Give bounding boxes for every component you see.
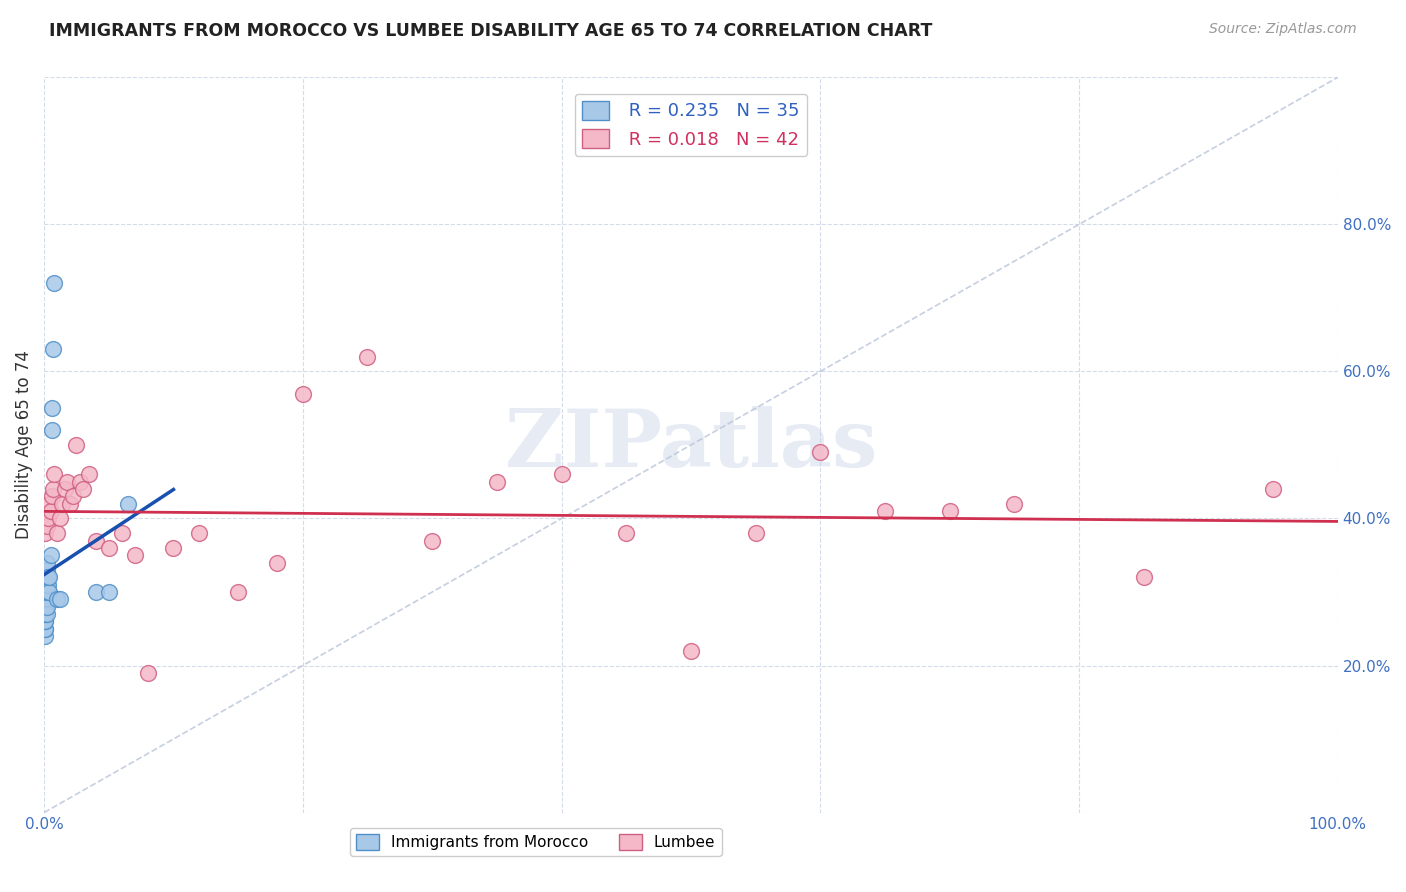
Point xyxy=(34,607,56,621)
Point xyxy=(34,629,56,643)
Point xyxy=(46,526,69,541)
Point xyxy=(808,445,831,459)
Point xyxy=(34,592,56,607)
Point xyxy=(84,585,107,599)
Point xyxy=(48,592,70,607)
Point xyxy=(41,423,63,437)
Point xyxy=(679,644,702,658)
Point xyxy=(35,607,58,621)
Point xyxy=(136,665,159,680)
Point xyxy=(117,497,139,511)
Point xyxy=(34,577,56,591)
Point xyxy=(39,548,62,562)
Point xyxy=(35,599,58,614)
Point xyxy=(34,615,56,629)
Point xyxy=(35,570,58,584)
Point xyxy=(35,556,58,570)
Text: ZIPatlas: ZIPatlas xyxy=(505,406,877,484)
Point xyxy=(48,511,70,525)
Point xyxy=(34,599,56,614)
Point xyxy=(291,386,314,401)
Point xyxy=(34,607,56,621)
Point xyxy=(41,490,63,504)
Text: IMMIGRANTS FROM MOROCCO VS LUMBEE DISABILITY AGE 65 TO 74 CORRELATION CHART: IMMIGRANTS FROM MOROCCO VS LUMBEE DISABI… xyxy=(49,22,932,40)
Point xyxy=(34,585,56,599)
Point xyxy=(69,475,91,489)
Point xyxy=(39,504,62,518)
Point xyxy=(72,482,94,496)
Point xyxy=(97,541,120,555)
Point xyxy=(35,519,58,533)
Point xyxy=(485,475,508,489)
Point xyxy=(34,622,56,636)
Point xyxy=(744,526,766,541)
Point xyxy=(38,497,60,511)
Point xyxy=(124,548,146,562)
Point xyxy=(37,511,59,525)
Point xyxy=(614,526,637,541)
Point xyxy=(42,343,65,357)
Point xyxy=(37,577,59,591)
Point xyxy=(44,277,66,291)
Point xyxy=(41,401,63,416)
Point xyxy=(34,585,56,599)
Y-axis label: Disability Age 65 to 74: Disability Age 65 to 74 xyxy=(15,351,32,540)
Point xyxy=(162,541,184,555)
Point xyxy=(79,467,101,482)
Point xyxy=(34,599,56,614)
Point xyxy=(1002,497,1025,511)
Point xyxy=(44,467,66,482)
Point xyxy=(1261,482,1284,496)
Point xyxy=(111,526,134,541)
Point xyxy=(37,570,59,584)
Point xyxy=(226,585,249,599)
Point xyxy=(42,482,65,496)
Point xyxy=(34,615,56,629)
Point xyxy=(35,577,58,591)
Point xyxy=(34,526,56,541)
Point xyxy=(35,563,58,577)
Point xyxy=(38,585,60,599)
Point xyxy=(356,350,378,364)
Point xyxy=(38,570,60,584)
Legend:  R = 0.235   N = 35,  R = 0.018   N = 42: R = 0.235 N = 35, R = 0.018 N = 42 xyxy=(575,94,807,156)
Point xyxy=(46,592,69,607)
Point xyxy=(51,497,73,511)
Point xyxy=(1132,570,1154,584)
Point xyxy=(266,556,288,570)
Point xyxy=(550,467,572,482)
Point xyxy=(188,526,211,541)
Point xyxy=(59,497,82,511)
Point xyxy=(84,533,107,548)
Point xyxy=(34,622,56,636)
Point xyxy=(62,490,84,504)
Point xyxy=(873,504,896,518)
Text: Source: ZipAtlas.com: Source: ZipAtlas.com xyxy=(1209,22,1357,37)
Point xyxy=(420,533,443,548)
Point xyxy=(37,585,59,599)
Point xyxy=(34,592,56,607)
Point xyxy=(938,504,960,518)
Point xyxy=(53,482,76,496)
Point xyxy=(97,585,120,599)
Point xyxy=(65,438,87,452)
Point xyxy=(56,475,79,489)
